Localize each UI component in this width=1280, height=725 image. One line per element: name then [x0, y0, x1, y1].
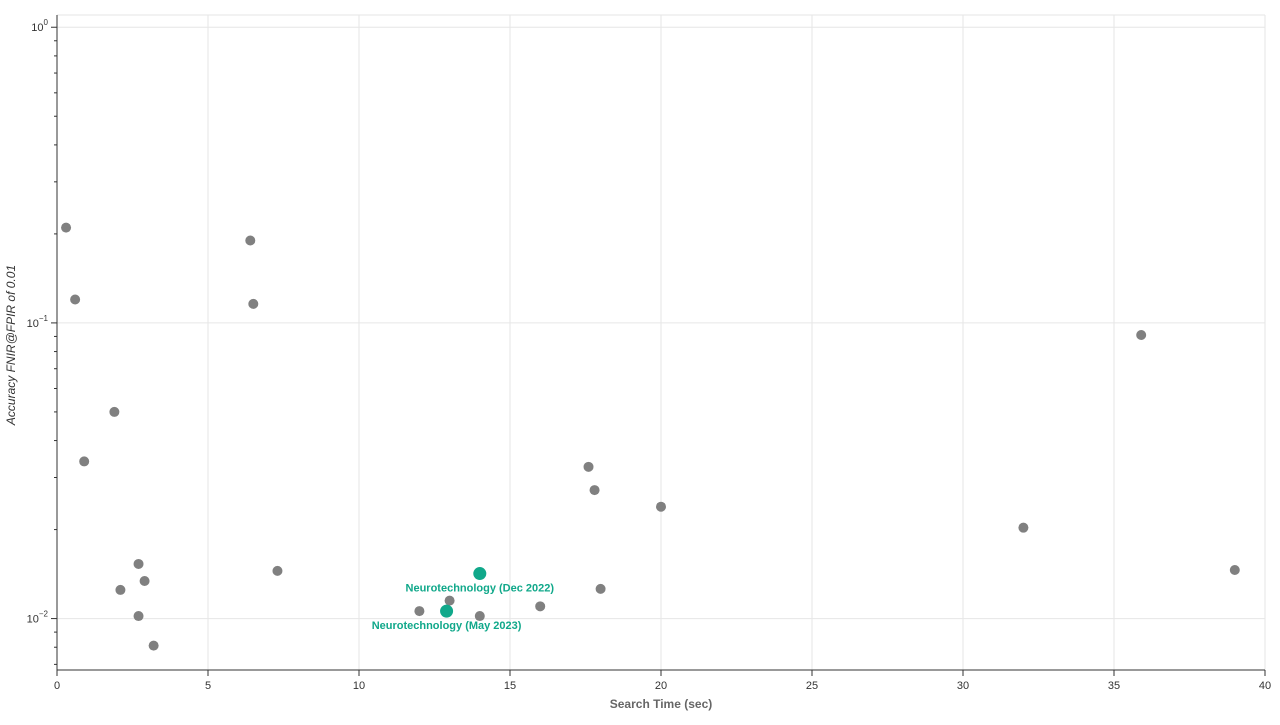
x-tick-label: 15 [504, 680, 516, 692]
data-point[interactable] [595, 583, 606, 594]
data-point[interactable] [148, 640, 159, 651]
highlight-point[interactable] [440, 604, 454, 618]
highlight-point[interactable] [473, 567, 487, 581]
x-tick-label: 35 [1108, 680, 1120, 692]
data-point[interactable] [414, 606, 425, 617]
data-point[interactable] [589, 485, 600, 496]
data-point[interactable] [79, 456, 90, 467]
data-point[interactable] [474, 611, 485, 622]
x-tick-label: 25 [806, 680, 818, 692]
data-point[interactable] [70, 294, 81, 305]
y-tick-label: 100 [31, 18, 48, 34]
data-point[interactable] [444, 595, 455, 606]
data-point[interactable] [1018, 522, 1029, 533]
data-point[interactable] [656, 501, 666, 512]
x-axis-title: Search Time (sec) [610, 697, 713, 711]
data-point[interactable] [272, 565, 283, 576]
data-point[interactable] [133, 558, 144, 569]
data-point[interactable] [133, 611, 144, 622]
data-point[interactable] [109, 406, 120, 417]
point-labels: Neurotechnology (Dec 2022) Neurotechnolog… [372, 583, 555, 633]
data-points [61, 222, 1240, 651]
data-point[interactable] [115, 584, 126, 595]
data-point[interactable] [1136, 330, 1147, 341]
data-point[interactable] [245, 235, 256, 246]
data-point[interactable] [535, 601, 546, 612]
x-tick-label: 40 [1259, 680, 1271, 692]
data-point[interactable] [1229, 564, 1240, 575]
x-tick-label: 20 [655, 680, 667, 692]
x-tick-label: 5 [205, 680, 211, 692]
x-axis-ticks: 0 5 10 15 20 25 30 35 40 [54, 670, 1271, 692]
data-point[interactable] [248, 298, 259, 309]
x-tick-label: 0 [54, 680, 60, 692]
y-axis-title: Accuracy FNIR@FPIR of 0.01 [4, 265, 18, 426]
highlight-point-label: Neurotechnology (Dec 2022) [406, 583, 555, 595]
data-point[interactable] [139, 575, 150, 586]
y-axis-ticks: 100 10−1 10−2 [27, 18, 57, 665]
y-tick-label: 10−1 [27, 314, 49, 330]
y-tick-label: 10−2 [27, 610, 49, 626]
data-point[interactable] [61, 222, 72, 233]
x-tick-label: 10 [353, 680, 365, 692]
highlight-point-label: Neurotechnology (May 2023) [372, 620, 522, 632]
data-point[interactable] [583, 461, 594, 472]
x-tick-label: 30 [957, 680, 969, 692]
grid [56, 14, 1266, 670]
